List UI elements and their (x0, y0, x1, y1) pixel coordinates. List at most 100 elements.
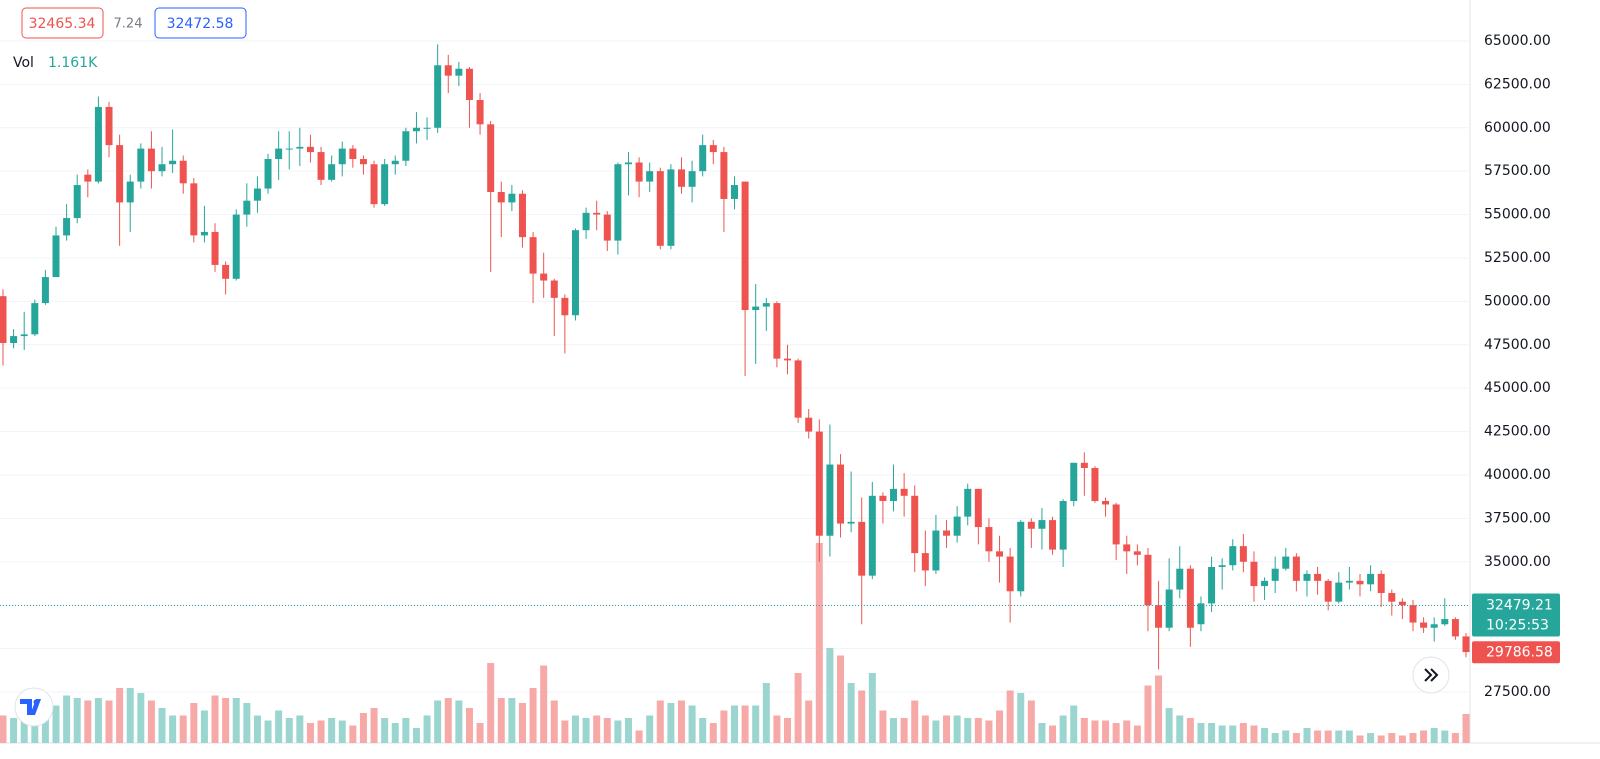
volume-bar (1112, 723, 1120, 743)
volume-bar (858, 690, 866, 743)
candle-body (1441, 619, 1449, 625)
volume-bar (1186, 718, 1194, 743)
volume-bar (1292, 733, 1300, 743)
volume-bar (752, 705, 760, 743)
candle-body (635, 162, 643, 182)
volume-bar (10, 718, 18, 743)
volume-bar (540, 665, 548, 743)
candle-body (932, 530, 940, 571)
y-tick-label: 52500.00 (1484, 250, 1551, 266)
volume-bar (338, 720, 346, 743)
candle-body (561, 297, 569, 316)
candle-body (752, 306, 760, 311)
volume-bar (1208, 723, 1216, 743)
candle-body (1292, 556, 1300, 581)
volume-bar (943, 715, 951, 743)
volume-bar (105, 700, 113, 743)
candle-body (614, 164, 622, 241)
volume-bar (147, 700, 155, 743)
volume-bar (805, 700, 813, 743)
candle-body (656, 171, 664, 246)
candle-body (773, 303, 781, 359)
volume-bar (1462, 713, 1470, 743)
volume-bar (1133, 725, 1141, 743)
candle-body (688, 171, 696, 187)
y-tick-label: 62500.00 (1484, 76, 1551, 92)
volume-bar (1441, 730, 1449, 743)
volume-bar (359, 713, 367, 743)
volume-bar (0, 715, 7, 743)
candle-body (794, 360, 802, 418)
volume-bar (137, 693, 145, 743)
candle-body (391, 160, 399, 165)
candle-body (434, 65, 442, 128)
candle-body (190, 183, 198, 236)
candle-body (137, 148, 145, 182)
volume-bar (593, 715, 601, 743)
volume-bar (1197, 723, 1205, 743)
candle-body (264, 159, 272, 189)
volume-bar (1314, 730, 1322, 743)
volume-bar (465, 708, 473, 743)
volume-bar (741, 705, 749, 743)
volume-bar (974, 718, 982, 743)
volume-bar (624, 718, 632, 743)
candle-body (1080, 462, 1088, 469)
candle-body (41, 277, 49, 304)
y-tick-label: 47500.00 (1484, 337, 1551, 353)
volume-bar (116, 688, 124, 743)
countdown-label: 10:25:53 (1486, 618, 1549, 634)
volume-bar (434, 700, 442, 743)
volume-bar (826, 648, 834, 743)
y-tick-label: 45000.00 (1484, 380, 1551, 396)
candle-body (200, 231, 208, 236)
candle-body (624, 162, 632, 165)
candle-body (1430, 624, 1438, 628)
candle-body (1070, 462, 1078, 502)
candle-body (826, 464, 834, 536)
ask-box (154, 7, 247, 39)
candle-body (709, 145, 717, 153)
candle-body (1356, 580, 1364, 585)
candle-body (243, 200, 251, 215)
volume-bar (1123, 720, 1131, 743)
volume-bar (1239, 723, 1247, 743)
candle-body (1420, 622, 1428, 628)
volume-bar (518, 703, 526, 743)
candle-body (900, 488, 908, 496)
candle-body (1451, 619, 1459, 637)
volume-bar (571, 715, 579, 743)
volume-bar (1388, 733, 1396, 743)
volume-bar (84, 700, 92, 743)
candle-body (508, 193, 516, 203)
volume-bar (900, 718, 908, 743)
volume-bar (773, 715, 781, 743)
volume-bar (253, 715, 261, 743)
candle-body (0, 296, 7, 344)
candle-body (677, 169, 685, 187)
volume-bar (1218, 725, 1226, 743)
candle-body (1335, 582, 1343, 602)
volume-bar (709, 723, 717, 743)
candle-body (762, 303, 770, 307)
scroll-to-latest-button[interactable] (1412, 656, 1450, 694)
candle-body (285, 148, 293, 150)
candle-body (306, 146, 314, 153)
volume-bar (190, 703, 198, 743)
candle-body (465, 68, 473, 100)
volume-bar (688, 705, 696, 743)
volume-bar (921, 715, 929, 743)
volume-bar (720, 710, 728, 743)
y-tick-label: 40000.00 (1484, 467, 1551, 483)
candle-body (1282, 556, 1290, 569)
low-price-box (1472, 641, 1560, 664)
volume-bar (1451, 733, 1459, 743)
volume-bar (20, 710, 28, 743)
spread: 7.24 (114, 17, 143, 32)
volume-bar (444, 698, 452, 743)
volume-bar (179, 715, 187, 743)
candle-body (402, 131, 410, 161)
candle-body (1133, 551, 1141, 555)
volume-bar (550, 700, 558, 743)
